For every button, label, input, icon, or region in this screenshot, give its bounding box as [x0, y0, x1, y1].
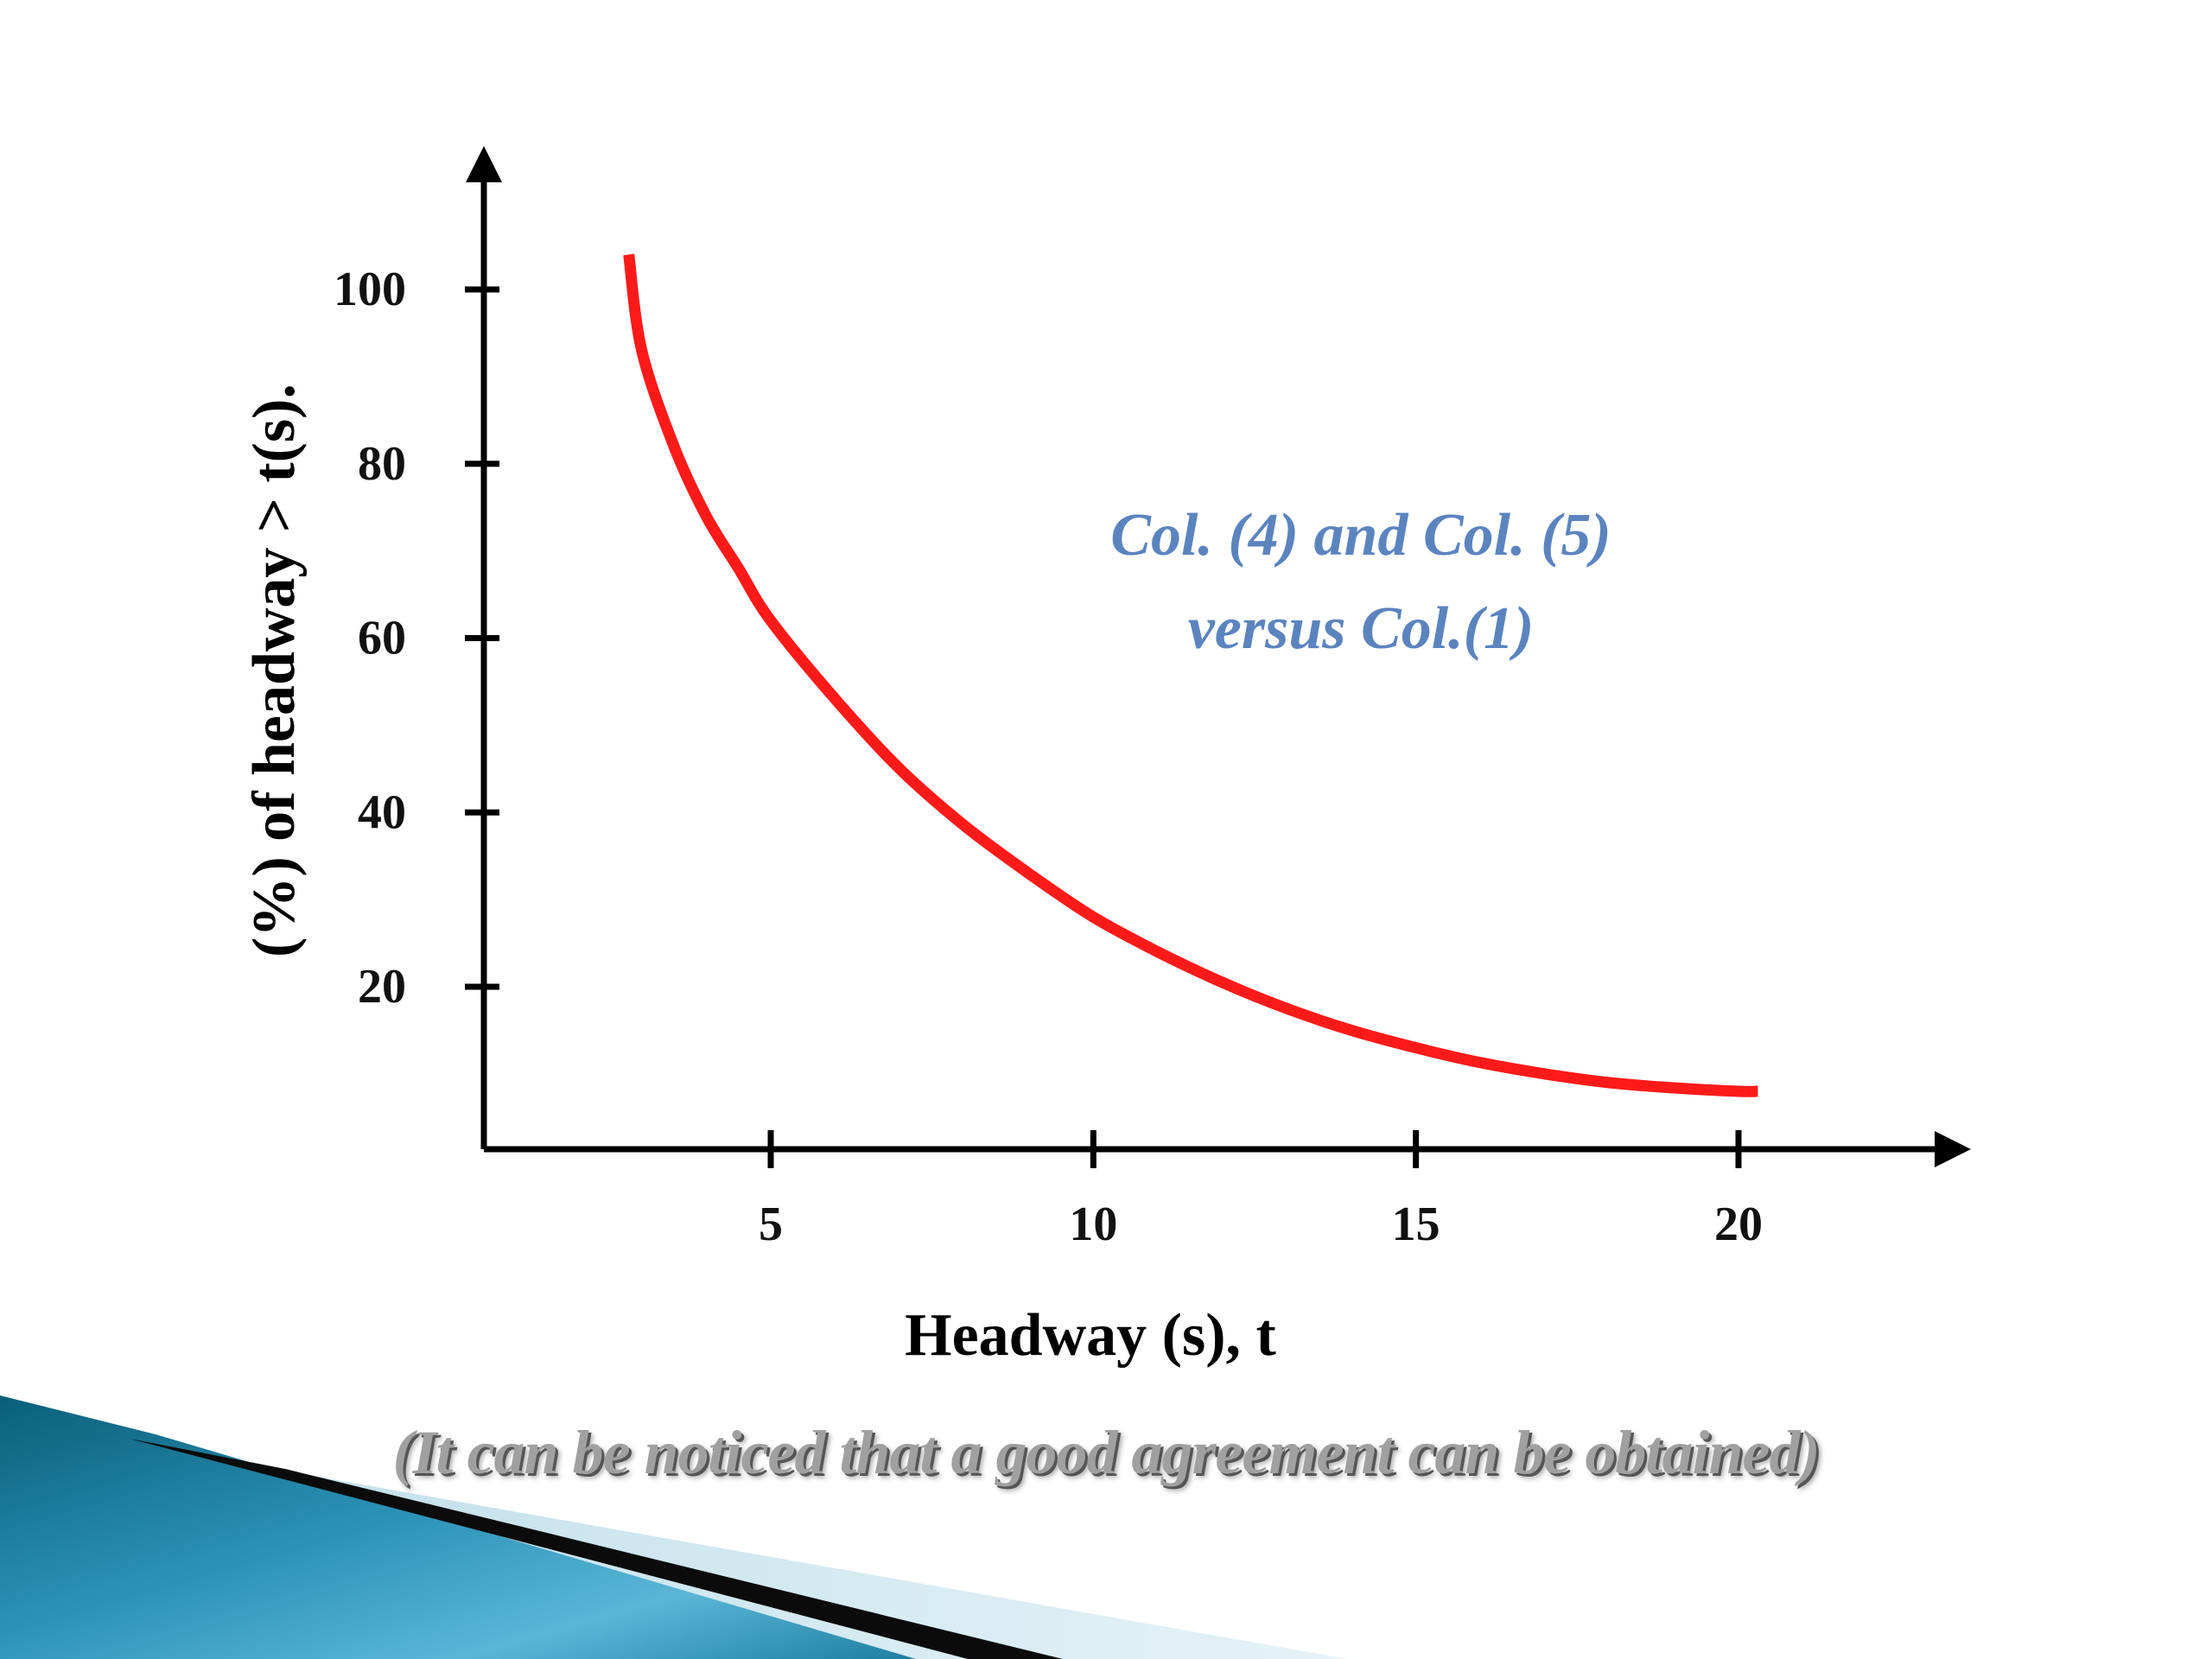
y-tick-label: 60 [358, 612, 406, 665]
y-tick-label: 80 [358, 437, 406, 491]
y-tick-label: 100 [334, 263, 406, 316]
series-line [623, 253, 1758, 1097]
x-ticks: 5 10 15 20 [759, 1130, 1763, 1251]
caption: (It can be noticed that a good agreement… [392, 1418, 1821, 1487]
annotation-line-2: versus Col.(1) [1188, 595, 1535, 662]
y-axis-title: (%) of headway > t(s). [241, 384, 308, 957]
x-tick-label: 5 [759, 1198, 783, 1251]
series-group [623, 253, 1758, 1097]
decorative-corner [0, 1395, 1348, 1659]
x-tick-label: 10 [1069, 1198, 1117, 1251]
y-ticks: 20 40 60 80 100 [334, 263, 499, 1014]
y-tick-label: 40 [358, 785, 406, 839]
x-tick-label: 20 [1714, 1198, 1763, 1251]
x-axis-title: Headway (s), t [905, 1302, 1276, 1369]
annotation-line-1: Col. (4) and Col. (5) [1110, 502, 1611, 569]
decor-black-stripe [130, 1439, 1063, 1659]
x-tick-label: 15 [1392, 1198, 1440, 1251]
y-tick-label: 20 [358, 960, 406, 1014]
